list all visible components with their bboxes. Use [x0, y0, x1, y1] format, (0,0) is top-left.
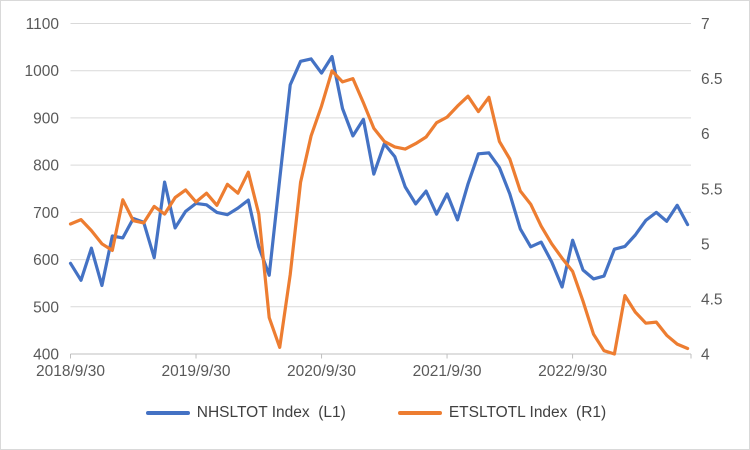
right-axis-tick-label: 6 [701, 126, 710, 143]
left-axis-tick-label: 600 [33, 252, 59, 269]
left-axis-tick-label: 400 [33, 347, 59, 364]
legend-label-etsltotl: ETSLTOTL Index (R1) [448, 404, 607, 421]
x-axis-tick-label: 2020/9/30 [287, 363, 356, 380]
x-axis-tick-label: 2018/9/30 [36, 363, 105, 380]
left-axis-tick-label: 800 [33, 158, 59, 175]
legend-item-etsltotl: ETSLTOTL Index (R1) [397, 404, 607, 422]
right-axis-tick-label: 5.5 [701, 181, 723, 198]
left-axis-tick-label: 1000 [25, 63, 60, 80]
x-axis-tick-label: 2022/9/30 [538, 363, 607, 380]
left-axis-tick-label: 500 [33, 299, 59, 316]
legend-swatch-etsltotl [397, 410, 442, 416]
right-axis-tick-label: 4 [701, 347, 710, 364]
right-axis-tick-label: 4.5 [701, 291, 723, 308]
legend-swatch-nhsltot [145, 410, 190, 416]
right-axis-tick-label: 7 [701, 16, 710, 33]
series-line-nhsltot [68, 54, 690, 289]
legend-label-nhsltot: NHSLTOT Index (L1) [196, 404, 346, 421]
chart-legend: NHSLTOT Index (L1) ETSLTOTL Index (R1) [1, 404, 749, 422]
x-axis-tick-label: 2019/9/30 [162, 363, 231, 380]
left-axis-tick-label: 1100 [26, 16, 60, 33]
right-axis-tick-label: 6.5 [701, 71, 723, 88]
left-axis-tick-label: 700 [33, 205, 59, 222]
legend-item-nhsltot: NHSLTOT Index (L1) [145, 404, 346, 422]
left-axis-tick-label: 900 [33, 110, 59, 127]
x-axis-tick-label: 2021/9/30 [413, 363, 482, 380]
right-axis-tick-label: 5 [701, 236, 710, 253]
series-line-etsltotl [68, 69, 690, 356]
